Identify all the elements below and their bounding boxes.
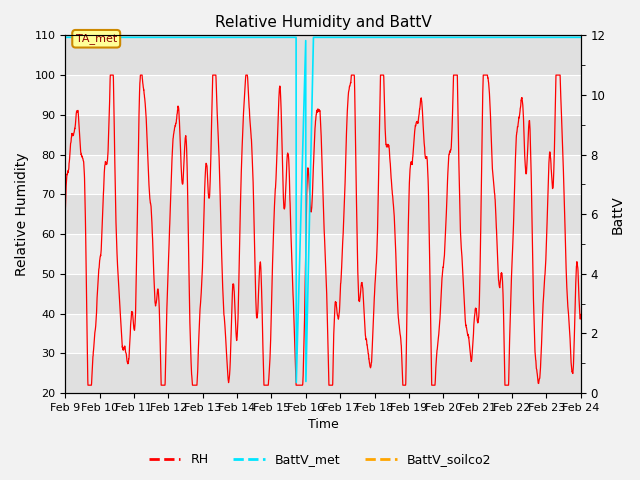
Bar	[65, 75, 580, 115]
Legend: RH, BattV_met, BattV_soilco2: RH, BattV_met, BattV_soilco2	[144, 448, 496, 471]
Bar	[65, 274, 580, 313]
Title: Relative Humidity and BattV: Relative Humidity and BattV	[214, 15, 431, 30]
Bar	[65, 155, 580, 194]
Y-axis label: BattV: BattV	[611, 195, 625, 234]
Bar	[65, 234, 580, 274]
Bar	[65, 313, 580, 353]
Bar	[65, 353, 580, 393]
Text: TA_met: TA_met	[76, 33, 117, 44]
Bar	[65, 36, 580, 75]
Bar	[65, 115, 580, 155]
X-axis label: Time: Time	[308, 419, 339, 432]
Y-axis label: Relative Humidity: Relative Humidity	[15, 153, 29, 276]
Bar	[65, 194, 580, 234]
